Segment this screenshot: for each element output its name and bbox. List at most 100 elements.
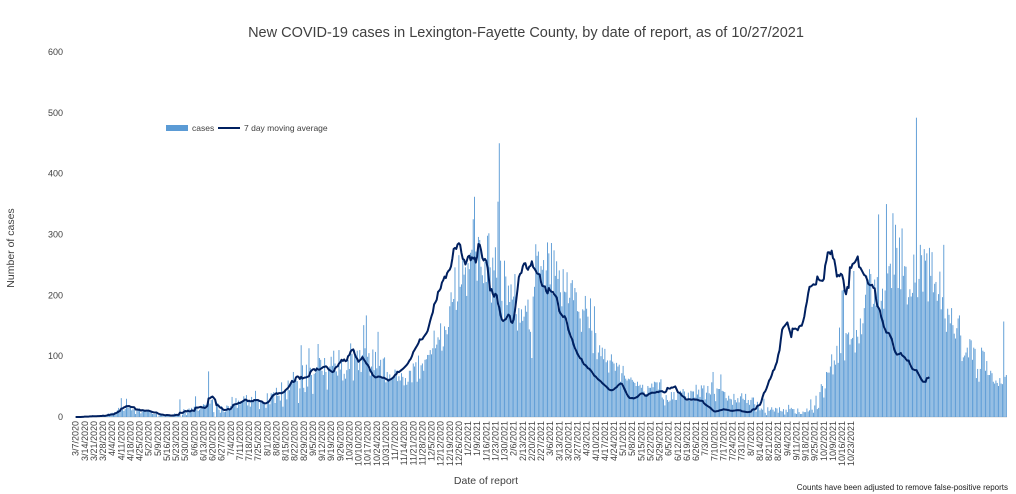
case-bar [227,406,229,417]
case-bar [857,336,859,417]
case-bar [283,391,285,417]
case-bar [561,306,563,417]
case-bar [729,398,731,417]
case-bar [545,270,547,417]
case-bar [806,408,808,417]
case-bar [901,228,903,417]
case-bar [364,348,366,417]
case-bar [569,297,571,417]
case-bar [854,352,856,417]
x-tick-label: 7/11/2020 [235,421,245,460]
case-bar [197,410,199,417]
case-bar [381,377,383,417]
case-bar [605,362,607,417]
case-bar [367,356,369,417]
case-bar [673,392,675,417]
case-bar [281,382,283,417]
x-axis-title: Date of report [454,475,518,487]
x-tick-label: 8/15/2020 [281,421,291,461]
case-bar [827,372,829,417]
case-bar [328,368,329,417]
case-bar [942,297,943,417]
case-bar [823,397,825,417]
case-bar [266,393,268,417]
case-bar [962,357,964,417]
case-bar [399,380,401,417]
case-bar [451,302,453,417]
legend-cases-swatch [166,125,188,131]
case-bar [432,348,434,417]
case-bar [709,394,711,417]
case-bar [704,399,706,417]
case-bar [334,363,336,417]
case-bar [896,247,898,417]
case-bar [622,365,624,417]
case-bar [563,291,565,417]
x-tick-label: 3/6/2021 [545,421,555,456]
case-bar [442,346,444,417]
case-bar [719,389,721,417]
case-bar [527,299,529,417]
case-bar [549,284,551,417]
case-bar [132,409,134,417]
x-tick-label: 10/16/2021 [837,421,847,466]
case-bar [604,348,606,417]
case-bar [258,409,260,417]
case-bar [839,327,840,417]
case-bar [953,333,955,417]
case-bar [480,266,482,417]
case-bar [580,331,582,417]
case-bar [992,381,994,417]
x-tick-label: 6/6/2020 [189,421,199,456]
case-bar [351,353,353,417]
x-tick-label: 8/8/2020 [271,421,281,456]
y-tick-label: 600 [48,47,63,57]
case-bar [532,296,534,417]
case-bar [514,274,516,417]
case-bar [758,404,760,417]
case-bar [815,395,817,417]
case-bar [943,244,945,417]
case-bar [300,345,302,417]
case-bar [876,277,878,417]
case-bar [565,292,567,417]
case-bar [883,308,885,417]
case-bar [172,415,174,417]
case-bar [232,404,234,417]
case-bar [794,413,796,417]
case-bar [802,411,804,417]
case-bar [192,410,194,417]
case-bar [773,411,775,417]
case-bar [617,366,619,417]
case-bar [420,365,422,417]
case-bar [703,385,705,417]
case-bar [489,267,491,417]
case-bar [513,296,515,417]
case-bar [841,290,843,417]
case-bar [395,370,397,417]
case-bar [698,389,700,418]
case-bar [537,251,539,417]
case-bar [369,375,371,417]
case-bar [372,349,374,417]
case-bar [354,350,356,417]
case-bar [286,399,288,417]
x-tick-label: 9/18/2021 [801,421,811,461]
case-bar [204,404,206,417]
case-bar [424,359,426,417]
case-bar [191,407,193,418]
case-bar [964,355,966,417]
case-bar [182,414,184,417]
case-bar [318,357,320,417]
case-bar [871,306,873,417]
case-bar [330,356,332,417]
case-bar [270,393,272,417]
case-bar [657,389,659,418]
case-bar [969,339,971,417]
case-bar [995,380,997,417]
case-bar [535,244,537,417]
case-bar [365,315,367,417]
case-bar [579,318,581,417]
case-bar [656,382,658,417]
case-bar [892,213,894,417]
